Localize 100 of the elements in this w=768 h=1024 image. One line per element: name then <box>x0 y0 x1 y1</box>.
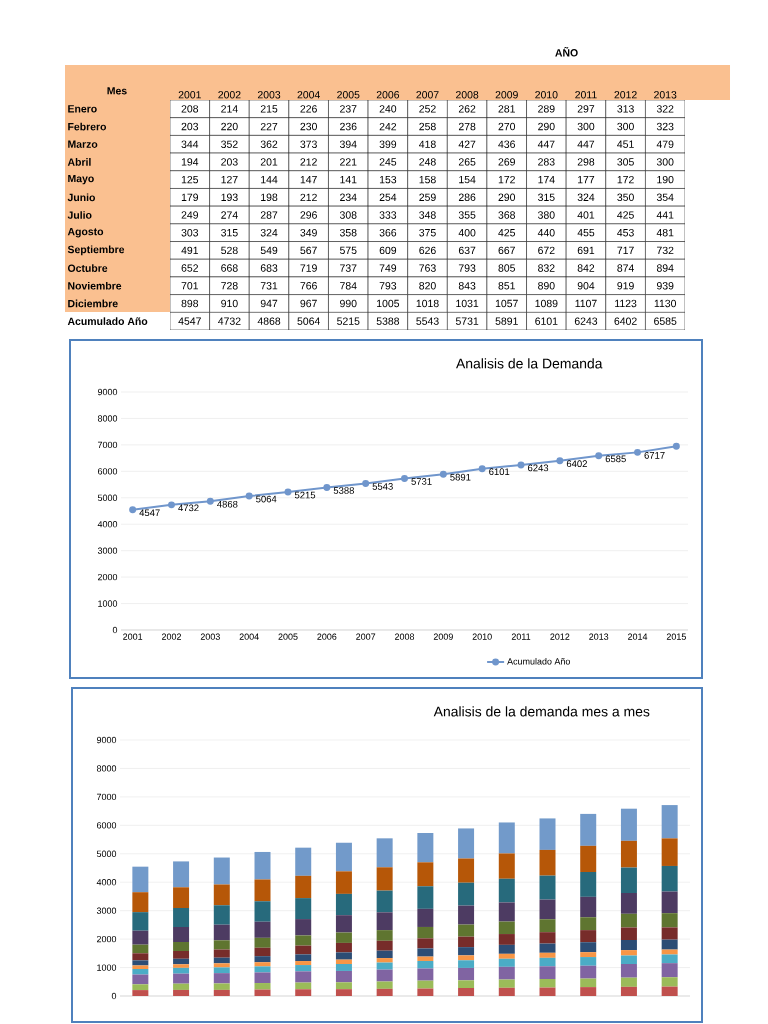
bar <box>335 952 352 960</box>
bar <box>580 942 597 953</box>
data-label: 220 <box>221 122 238 131</box>
bar <box>620 964 637 978</box>
bar <box>213 884 230 906</box>
data-label: 172 <box>617 175 634 184</box>
data-label: 212 <box>300 158 317 166</box>
bar <box>254 937 271 948</box>
data-label: 362 <box>260 140 278 148</box>
bar <box>620 977 637 987</box>
bar <box>376 940 393 951</box>
data-label: 5388 <box>376 317 400 325</box>
data-label: 262 <box>458 105 476 113</box>
data-label: 144 <box>261 176 278 184</box>
bar <box>417 908 434 927</box>
bar <box>213 905 230 925</box>
bar <box>295 875 312 899</box>
bar <box>254 966 271 973</box>
bar <box>254 956 271 963</box>
y-tick-label: 4000 <box>96 879 117 886</box>
x-tick-label: 2006 <box>317 633 337 640</box>
data-label: 451 <box>617 140 634 148</box>
y-tick-label: 6000 <box>97 468 118 475</box>
x-tick-label: 2005 <box>278 633 298 640</box>
data-label: 283 <box>538 158 555 166</box>
data-label: 5215 <box>337 317 360 325</box>
y-tick-label: 7000 <box>97 441 118 449</box>
bar <box>132 974 149 985</box>
bar <box>173 942 190 951</box>
data-label: 843 <box>458 282 476 290</box>
data-label: 652 <box>181 264 198 272</box>
point <box>634 448 642 456</box>
y-tick-label: Marzo <box>68 140 98 148</box>
x-tick-label: 2002 <box>218 91 241 99</box>
x-tick-label: 2008 <box>456 91 479 99</box>
data-label: 481 <box>656 228 674 237</box>
data-label: 842 <box>577 264 595 272</box>
bar <box>539 818 556 850</box>
data-label: 305 <box>617 158 634 166</box>
data-label: 851 <box>498 282 515 290</box>
data-label: 242 <box>379 122 397 131</box>
x-tick-label: 2001 <box>123 633 143 640</box>
bar <box>539 875 556 900</box>
data-label: 394 <box>339 140 357 148</box>
y-tick-label: 3000 <box>97 547 118 554</box>
data-label: 719 <box>300 264 317 272</box>
bar <box>580 965 597 979</box>
data-label: 1057 <box>495 299 518 308</box>
point <box>245 492 253 500</box>
data-label: 290 <box>498 193 516 202</box>
data-label: 549 <box>260 246 278 255</box>
data-label: 177 <box>578 176 595 184</box>
data-label: 717 <box>617 246 634 254</box>
data-label: 248 <box>419 158 436 166</box>
data-label: 269 <box>498 158 515 166</box>
bar <box>539 979 556 988</box>
data-label: 286 <box>458 193 476 202</box>
bar <box>295 935 312 946</box>
bar <box>132 969 149 975</box>
data-label: 947 <box>260 299 278 308</box>
bar <box>254 962 271 967</box>
y-tick-label: Octubre <box>67 264 108 272</box>
data-label: 5064 <box>297 317 320 325</box>
data-label: 380 <box>538 211 555 219</box>
data-label: 898 <box>181 299 199 308</box>
point <box>323 484 331 492</box>
x-tick-label: 2012 <box>550 633 570 640</box>
bar <box>213 983 230 990</box>
bar <box>254 851 271 880</box>
bar <box>173 967 190 974</box>
data-label: 300 <box>617 122 634 131</box>
data-label: 214 <box>221 105 238 113</box>
data-label: 147 <box>300 176 317 184</box>
bar <box>580 871 597 897</box>
data-label: 296 <box>300 211 317 219</box>
bar <box>173 861 190 888</box>
bar <box>539 899 556 920</box>
data-label: 6585 <box>654 317 677 325</box>
data-label: 333 <box>379 211 397 219</box>
data-label: 153 <box>379 175 397 184</box>
data-label: 732 <box>657 246 674 255</box>
data-label: 447 <box>537 140 555 148</box>
bar <box>295 982 312 990</box>
bar <box>376 912 393 931</box>
data-label: 298 <box>577 158 595 166</box>
data-label: 6101 <box>535 317 558 325</box>
data-label: 1031 <box>456 299 479 308</box>
bar <box>335 970 352 983</box>
bar <box>173 907 190 927</box>
data-label: 731 <box>260 282 278 290</box>
data-label: 399 <box>379 140 397 148</box>
data-label: 6243 <box>574 317 598 325</box>
y-tick-label: 1000 <box>97 964 117 971</box>
data-label: 4732 <box>178 504 199 512</box>
point <box>478 465 486 473</box>
x-tick-label: 2015 <box>666 633 686 640</box>
data-label: 904 <box>577 282 595 290</box>
bar <box>458 988 475 996</box>
bar <box>661 805 678 839</box>
data-label: 252 <box>419 105 436 113</box>
